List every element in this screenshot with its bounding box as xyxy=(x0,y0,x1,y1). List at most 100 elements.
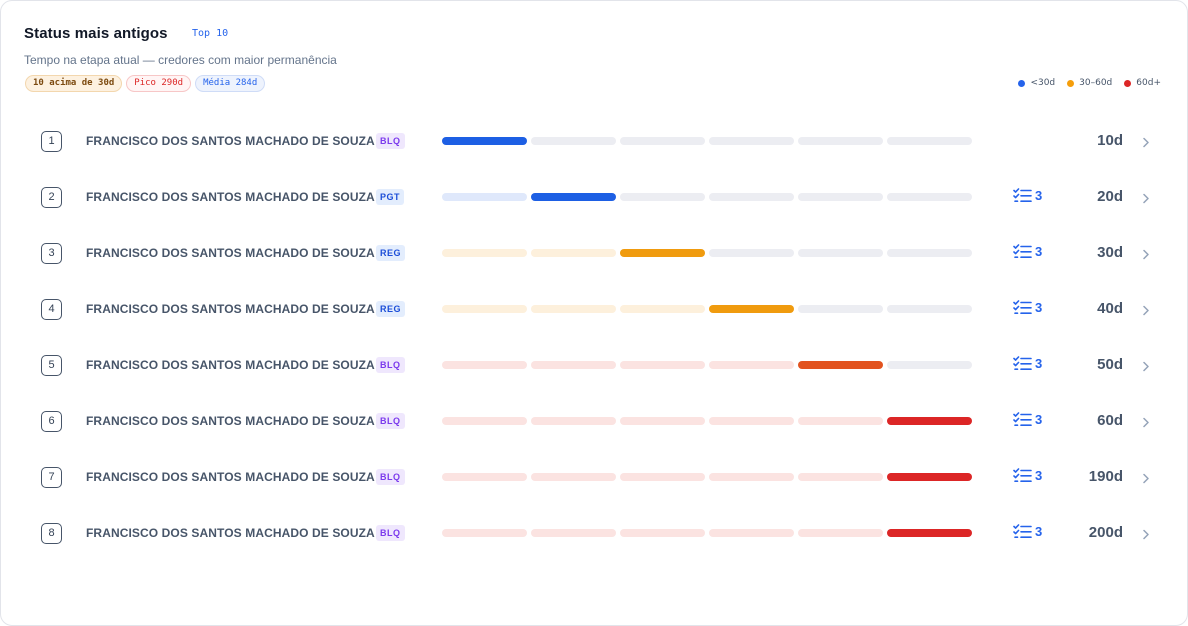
chevron-right-icon[interactable] xyxy=(1142,135,1150,153)
rank-badge: 6 xyxy=(41,411,62,432)
duration-segment xyxy=(620,305,705,313)
duration-segment xyxy=(887,249,972,257)
duration-segment xyxy=(709,473,794,481)
status-tag: BLQ xyxy=(376,469,405,485)
duration-segment xyxy=(887,305,972,313)
creditor-row[interactable]: 8 FRANCISCO DOS SANTOS MACHADO DE SOUZA BL… xyxy=(1,505,1187,561)
legend-item-60d-plus: 60d+ xyxy=(1112,78,1161,88)
legend-label: 30–60d xyxy=(1079,78,1113,88)
checklist-count[interactable]: 3 xyxy=(1013,300,1042,315)
checklist-count[interactable]: 3 xyxy=(1013,188,1042,203)
days-value: 20d xyxy=(1097,188,1123,205)
top-badge: Top 10 xyxy=(192,28,229,39)
status-tag: BLQ xyxy=(376,133,405,149)
days-value: 40d xyxy=(1097,300,1123,317)
chip-peak: Pico 290d xyxy=(126,75,192,92)
duration-segment xyxy=(887,529,972,537)
legend-item-30-60d: 30–60d xyxy=(1055,78,1112,88)
creditor-row[interactable]: 3 FRANCISCO DOS SANTOS MACHADO DE SOUZA RE… xyxy=(1,225,1187,281)
legend-dot-orange xyxy=(1067,79,1075,87)
rank-badge: 8 xyxy=(41,523,62,544)
checklist-icon xyxy=(1013,356,1032,370)
creditor-name: FRANCISCO DOS SANTOS MACHADO DE SOUZA xyxy=(86,302,375,316)
checklist-icon xyxy=(1013,300,1032,314)
status-tag: REG xyxy=(376,245,406,261)
status-tag: PGT xyxy=(376,189,405,205)
duration-segment xyxy=(709,137,794,145)
rank-badge: 3 xyxy=(41,243,62,264)
creditor-row[interactable]: 5 FRANCISCO DOS SANTOS MACHADO DE SOUZA BL… xyxy=(1,337,1187,393)
duration-segment xyxy=(620,529,705,537)
chevron-right-icon[interactable] xyxy=(1142,359,1150,377)
creditor-name: FRANCISCO DOS SANTOS MACHADO DE SOUZA xyxy=(86,526,375,540)
duration-segment xyxy=(798,529,883,537)
days-value: 200d xyxy=(1088,524,1123,541)
duration-segment xyxy=(887,473,972,481)
duration-segment xyxy=(442,529,527,537)
duration-segment xyxy=(709,361,794,369)
chevron-right-icon[interactable] xyxy=(1142,471,1150,489)
duration-segment xyxy=(709,529,794,537)
creditor-name: FRANCISCO DOS SANTOS MACHADO DE SOUZA xyxy=(86,190,375,204)
rank-badge: 5 xyxy=(41,355,62,376)
chevron-right-icon[interactable] xyxy=(1142,191,1150,209)
duration-segment xyxy=(798,473,883,481)
checklist-count-label: 3 xyxy=(1035,244,1043,259)
duration-segment xyxy=(798,249,883,257)
checklist-count[interactable]: 3 xyxy=(1013,524,1042,539)
duration-segment xyxy=(531,529,616,537)
duration-segment xyxy=(798,361,883,369)
creditor-row[interactable]: 4 FRANCISCO DOS SANTOS MACHADO DE SOUZA RE… xyxy=(1,281,1187,337)
chevron-right-icon[interactable] xyxy=(1142,415,1150,433)
chevron-right-icon[interactable] xyxy=(1142,527,1150,545)
duration-segment xyxy=(531,473,616,481)
duration-segment xyxy=(531,417,616,425)
duration-segment xyxy=(442,193,527,201)
creditor-name: FRANCISCO DOS SANTOS MACHADO DE SOUZA xyxy=(86,358,375,372)
duration-segment xyxy=(887,193,972,201)
status-tag: BLQ xyxy=(376,413,405,429)
creditor-name: FRANCISCO DOS SANTOS MACHADO DE SOUZA xyxy=(86,246,375,260)
days-value: 60d xyxy=(1097,412,1123,429)
duration-segment xyxy=(709,193,794,201)
checklist-count[interactable]: 3 xyxy=(1013,356,1042,371)
card-title: Status mais antigos xyxy=(24,25,168,42)
status-tag: REG xyxy=(376,301,406,317)
creditor-row[interactable]: 1 FRANCISCO DOS SANTOS MACHADO DE SOUZA BL… xyxy=(1,113,1187,169)
checklist-icon xyxy=(1013,188,1032,202)
checklist-count[interactable]: 3 xyxy=(1013,412,1042,427)
duration-bar xyxy=(442,249,972,257)
duration-segment xyxy=(887,417,972,425)
creditor-name: FRANCISCO DOS SANTOS MACHADO DE SOUZA xyxy=(86,134,375,148)
days-value: 190d xyxy=(1088,468,1123,485)
duration-segment xyxy=(442,417,527,425)
checklist-count[interactable]: 3 xyxy=(1013,468,1042,483)
duration-segment xyxy=(620,193,705,201)
summary-chips: 10 acima de 30d Pico 290d Média 284d xyxy=(25,75,266,92)
duration-segment xyxy=(531,193,616,201)
chevron-right-icon[interactable] xyxy=(1142,303,1150,321)
duration-segment xyxy=(442,473,527,481)
duration-segment xyxy=(887,137,972,145)
days-value: 30d xyxy=(1097,244,1123,261)
duration-bar xyxy=(442,473,972,481)
legend: <30d 30–60d 60d+ xyxy=(1006,78,1161,88)
checklist-icon xyxy=(1013,244,1032,258)
duration-bar xyxy=(442,193,972,201)
duration-segment xyxy=(442,305,527,313)
creditor-row[interactable]: 2 FRANCISCO DOS SANTOS MACHADO DE SOUZA PG… xyxy=(1,169,1187,225)
checklist-count[interactable]: 3 xyxy=(1013,244,1042,259)
duration-bar xyxy=(442,417,972,425)
rank-badge: 1 xyxy=(41,131,62,152)
checklist-count-label: 3 xyxy=(1035,356,1043,371)
chevron-right-icon[interactable] xyxy=(1142,247,1150,265)
creditor-row[interactable]: 6 FRANCISCO DOS SANTOS MACHADO DE SOUZA BL… xyxy=(1,393,1187,449)
duration-segment xyxy=(620,137,705,145)
duration-segment xyxy=(620,417,705,425)
creditor-row[interactable]: 7 FRANCISCO DOS SANTOS MACHADO DE SOUZA BL… xyxy=(1,449,1187,505)
card-subtitle: Tempo na etapa atual — credores com maio… xyxy=(24,53,337,67)
checklist-icon xyxy=(1013,412,1032,426)
rank-badge: 2 xyxy=(41,187,62,208)
rank-badge: 7 xyxy=(41,467,62,488)
